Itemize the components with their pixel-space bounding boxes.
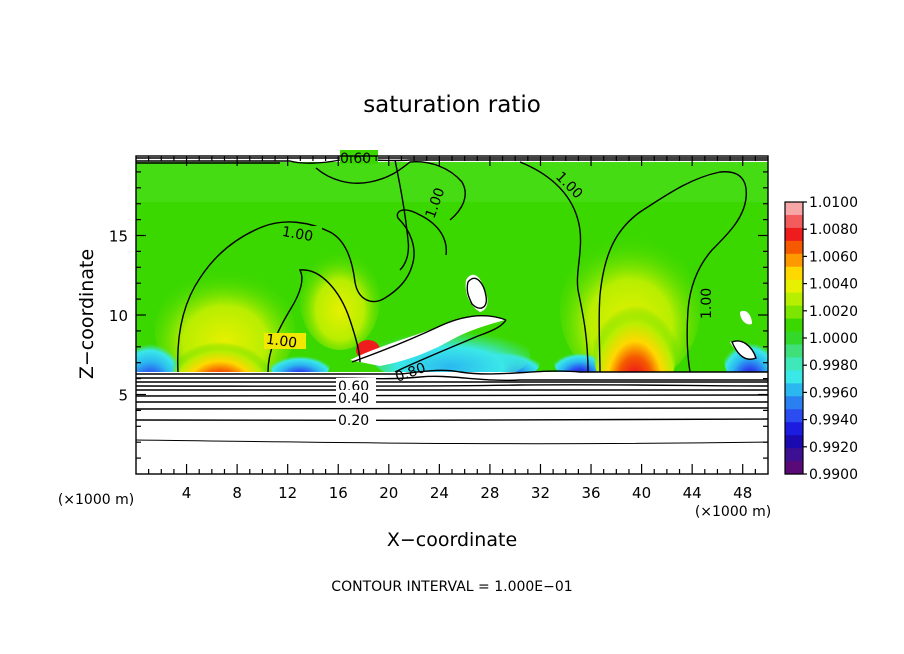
x-tick-label: 16 xyxy=(329,484,348,502)
x-unit-label: (×1000 m) xyxy=(695,504,771,520)
contour-label: 0.20 xyxy=(338,413,369,429)
x-tick-label: 36 xyxy=(581,484,600,502)
contour-line-0-40 xyxy=(136,394,768,397)
y-unit-label: (×1000 m) xyxy=(58,492,134,508)
colorbar-swatch xyxy=(785,370,803,384)
colorbar-swatch xyxy=(785,448,803,462)
contour-interval-note: CONTOUR INTERVAL = 1.000E−01 xyxy=(331,579,572,595)
colorbar-tick-label: 0.9920 xyxy=(809,440,858,456)
contour-line-0-80 xyxy=(351,315,507,373)
x-tick-label: 28 xyxy=(480,484,499,502)
x-axis-label: X−coordinate xyxy=(387,529,517,551)
colorbar-swatch xyxy=(785,422,803,436)
y-tick-label: 15 xyxy=(109,228,128,246)
contour-label: 1.00 xyxy=(281,224,314,245)
contour-line-0-80 xyxy=(466,277,487,309)
contour-lines xyxy=(136,157,768,445)
colorbar-tick-label: 1.0100 xyxy=(809,195,858,211)
heatmap-field xyxy=(136,156,768,474)
field-white-patch xyxy=(740,310,752,325)
colorbar-swatch xyxy=(785,344,803,359)
contour-line-surface xyxy=(136,439,768,445)
x-tick-label: 8 xyxy=(232,484,242,502)
field-white-plume xyxy=(350,315,505,366)
colorbar-swatch xyxy=(785,240,803,255)
contour-label: 1.00 xyxy=(265,332,298,352)
colorbar-swatch xyxy=(785,214,803,229)
colorbar-tick-label: 0.9960 xyxy=(809,385,858,401)
contour-line-1-00 xyxy=(267,269,361,373)
x-tick-label: 40 xyxy=(632,484,651,502)
contour-label: 0.40 xyxy=(338,391,369,407)
chart-title: saturation ratio xyxy=(363,92,541,118)
x-tick-label: 44 xyxy=(683,484,702,502)
colorbar-swatch xyxy=(785,266,803,281)
colorbar-swatch xyxy=(785,435,803,449)
colorbar-tick-label: 0.9940 xyxy=(809,413,858,429)
colorbar-swatch xyxy=(785,253,803,268)
contour-line-1-00 xyxy=(177,209,447,373)
contour-line-surface xyxy=(136,369,768,375)
colorbar: 1.0100 1.0080 1.0060 1.0040 1.0020 1.0000 0.99… xyxy=(784,195,858,483)
x-tick-label: 32 xyxy=(531,484,550,502)
x-tick-label: 24 xyxy=(430,484,449,502)
contour-line-0-60 xyxy=(136,384,768,387)
colorbar-swatch xyxy=(785,357,803,371)
colorbar-swatch xyxy=(785,396,803,410)
x-tick-label: 48 xyxy=(733,484,752,502)
contour-line-1-00 xyxy=(394,159,410,271)
colorbar-swatch xyxy=(785,202,803,216)
y-tick-label: 5 xyxy=(118,387,128,405)
field-lower-white xyxy=(136,372,768,474)
colorbar-swatch xyxy=(785,292,803,307)
contour-line-0-20 xyxy=(136,418,768,422)
field-white-patch xyxy=(730,340,756,360)
x-tick-label: 12 xyxy=(278,484,297,502)
colorbar-swatch xyxy=(785,383,803,397)
contour-label: 1.00 xyxy=(699,288,715,319)
colorbar-tick-label: 1.0060 xyxy=(809,249,858,265)
contour-label: 0.60 xyxy=(340,151,371,167)
colorbar-swatch xyxy=(785,305,803,320)
colorbar-swatch xyxy=(785,318,803,333)
colorbar-tick-label: 0.9980 xyxy=(809,358,858,374)
y-axis: 5 10 15 xyxy=(109,171,768,459)
contour-line-1-00 xyxy=(519,161,589,373)
contour-line-1-00 xyxy=(598,171,747,373)
colorbar-tick-label: 1.0020 xyxy=(809,304,858,320)
x-tick-label: 4 xyxy=(182,484,192,502)
x-tick-label: 20 xyxy=(379,484,398,502)
field-lightgreen xyxy=(136,162,768,202)
colorbar-tick-label: 1.0000 xyxy=(809,331,858,347)
colorbar-tick-label: 0.9900 xyxy=(809,467,858,483)
colorbar-swatch xyxy=(785,279,803,294)
colorbar-swatch xyxy=(785,331,803,346)
colorbar-swatch xyxy=(785,409,803,423)
x-axis: 4 8 12 16 20 24 28 32 36 40 44 48 xyxy=(148,156,756,502)
contour-line-0-80 xyxy=(731,340,757,360)
colorbar-tick-label: 1.0040 xyxy=(809,277,858,293)
y-axis-label: Z−coordinate xyxy=(76,249,98,379)
y-tick-label: 10 xyxy=(109,307,128,325)
colorbar-swatch xyxy=(785,461,803,475)
contour-line-1-00 xyxy=(315,161,466,221)
colorbar-swatch xyxy=(785,227,803,242)
colorbar-tick-label: 1.0080 xyxy=(809,222,858,238)
